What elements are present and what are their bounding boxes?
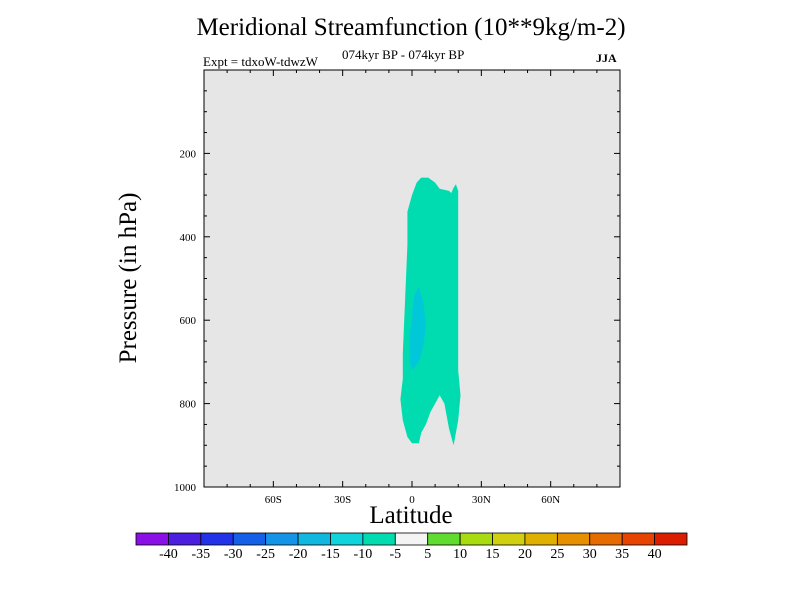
colorbar-swatch xyxy=(621,532,655,546)
axes: 200 400 600 800 1000 60S 30S 0 30N 60N xyxy=(174,69,621,506)
x-tick-label: 60S xyxy=(265,494,282,506)
colorbar: -40 -35 -30 -25 -20 -15 -10 -5 5 10 15 20 25 30 35 40 xyxy=(135,532,688,562)
colorbar-label: -30 xyxy=(224,547,243,562)
colorbar-swatch xyxy=(654,532,688,546)
colorbar-swatch xyxy=(394,532,429,546)
x-axis-label: Latitude xyxy=(369,502,453,529)
chart-title: Meridional Streamfunction (10**9kg/m-2) xyxy=(196,14,626,41)
colorbar-label: 10 xyxy=(453,547,467,562)
x-tick-label: 0 xyxy=(409,494,415,506)
y-tick-label: 600 xyxy=(180,315,197,327)
y-tick-label: 800 xyxy=(180,399,197,411)
colorbar-label: -15 xyxy=(321,547,340,562)
contour-region-1 xyxy=(409,286,426,371)
colorbar-label: 25 xyxy=(550,547,564,562)
contour-region-0 xyxy=(400,177,461,446)
colorbar-label: -10 xyxy=(354,547,373,562)
colorbar-swatch xyxy=(427,532,461,546)
y-tick-label: 200 xyxy=(180,148,197,160)
colorbar-swatch xyxy=(362,532,396,546)
colorbar-label: -25 xyxy=(256,547,275,562)
season-label: JJA xyxy=(596,51,617,65)
colorbar-swatch xyxy=(200,532,234,546)
colorbar-swatch xyxy=(330,532,364,546)
colorbar-swatch xyxy=(168,532,202,546)
period-label: 074kyr BP - 074kyr BP xyxy=(342,47,465,62)
colorbar-swatch xyxy=(459,532,493,546)
colorbar-label: 30 xyxy=(583,547,597,562)
colorbar-label: 20 xyxy=(518,547,532,562)
x-tick-label: 60N xyxy=(541,494,560,506)
y-tick-label: 1000 xyxy=(174,482,197,494)
colorbar-label: 35 xyxy=(615,547,629,562)
colorbar-swatch xyxy=(556,532,591,546)
colorbar-swatch xyxy=(265,532,299,546)
colorbar-swatch xyxy=(524,532,558,546)
colorbar-swatch xyxy=(297,532,331,546)
colorbar-swatch xyxy=(232,532,267,546)
x-tick-label: 30S xyxy=(334,494,351,506)
colorbar-label: -35 xyxy=(191,547,210,562)
colorbar-swatch xyxy=(135,532,169,546)
colorbar-swatch xyxy=(589,532,623,546)
experiment-label: Expt = tdxoW-tdwzW xyxy=(203,54,318,69)
colorbar-label: -5 xyxy=(389,547,401,562)
colorbar-swatch xyxy=(492,532,526,546)
colorbar-label: -40 xyxy=(159,547,178,562)
y-tick-label: 400 xyxy=(180,232,197,244)
colorbar-label: -20 xyxy=(289,547,308,562)
plot-area xyxy=(204,70,620,487)
colorbar-label: 15 xyxy=(486,547,500,562)
x-tick-label: 30N xyxy=(472,494,491,506)
colorbar-label: 5 xyxy=(424,547,431,562)
colorbar-label: 40 xyxy=(648,547,662,562)
